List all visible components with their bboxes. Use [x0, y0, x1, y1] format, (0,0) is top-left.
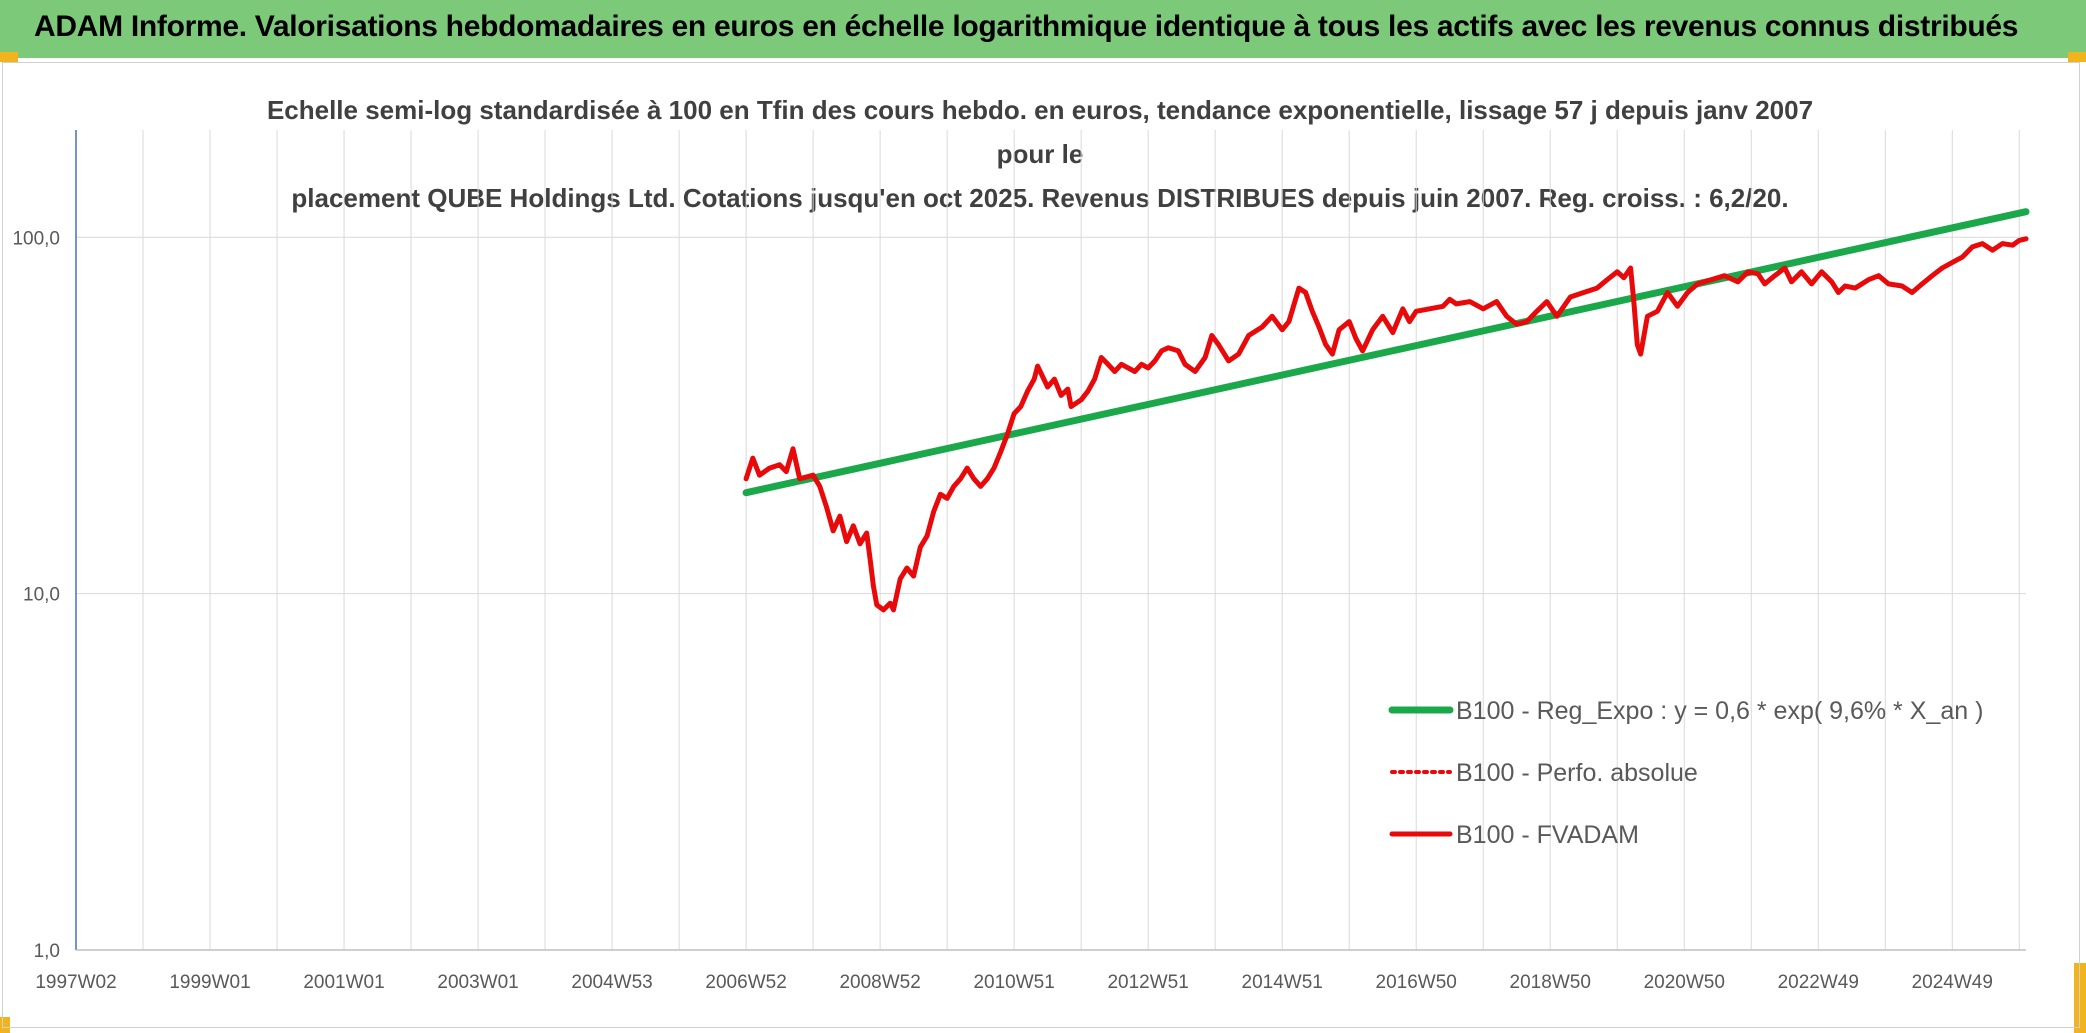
chart-title: Echelle semi-log standardisée à 100 en T…	[260, 88, 1820, 220]
corner-marker-top-right	[2068, 52, 2086, 62]
y-tick-label: 1,0	[34, 941, 60, 962]
x-tick-label: 2008W52	[839, 972, 920, 993]
x-tick-label: 2024W49	[1912, 972, 1993, 993]
corner-marker-top-left	[0, 52, 18, 62]
axes: 1,0 10,0 100,0 1997W02 1999W01 2001W01 2003W01…	[12, 130, 2026, 993]
x-tick-label: 2020W50	[1644, 972, 1725, 993]
legend-label-2: B100 - FVADAM	[1456, 821, 1639, 849]
corner-marker-bottom-right	[2074, 963, 2086, 1033]
x-tick-label: 2001W01	[303, 972, 384, 993]
x-tick-label: 2018W50	[1510, 972, 1591, 993]
series-lines	[742, 208, 2030, 613]
chart-title-line-1: Echelle semi-log standardisée à 100 en T…	[266, 95, 1814, 169]
x-tick-label: 2012W51	[1107, 972, 1188, 993]
report-title: ADAM Informe. Valorisations hebdomadaire…	[34, 10, 2019, 43]
legend-label-1: B100 - Perfo. absolue	[1456, 759, 1698, 787]
legend: B100 - Reg_Expo : y = 0,6 * exp( 9,6% * …	[1388, 697, 1983, 849]
x-tick-label: 1997W02	[35, 972, 116, 993]
x-tick-label: 2016W50	[1376, 972, 1457, 993]
legend-label-0: B100 - Reg_Expo : y = 0,6 * exp( 9,6% * …	[1456, 697, 1983, 725]
x-tick-label: 2022W49	[1778, 972, 1859, 993]
y-tick-label: 100,0	[12, 228, 60, 249]
gridlines	[75, 130, 2026, 951]
chart-title-line-2: placement QUBE Holdings Ltd. Cotations j…	[291, 183, 1789, 213]
series-line-2	[743, 236, 2029, 613]
x-tick-label: 2010W51	[973, 972, 1054, 993]
chart-frame	[2, 62, 2080, 1028]
series-line-0	[742, 208, 2030, 497]
x-tick-label: 2014W51	[1242, 972, 1323, 993]
x-tick-label: 1999W01	[169, 972, 250, 993]
x-tick-label: 2004W53	[571, 972, 652, 993]
corner-marker-bottom-left	[0, 1017, 10, 1033]
x-tick-label: 2006W52	[705, 972, 786, 993]
report-banner	[0, 0, 2086, 58]
y-tick-label: 10,0	[23, 585, 60, 606]
x-tick-label: 2003W01	[437, 972, 518, 993]
